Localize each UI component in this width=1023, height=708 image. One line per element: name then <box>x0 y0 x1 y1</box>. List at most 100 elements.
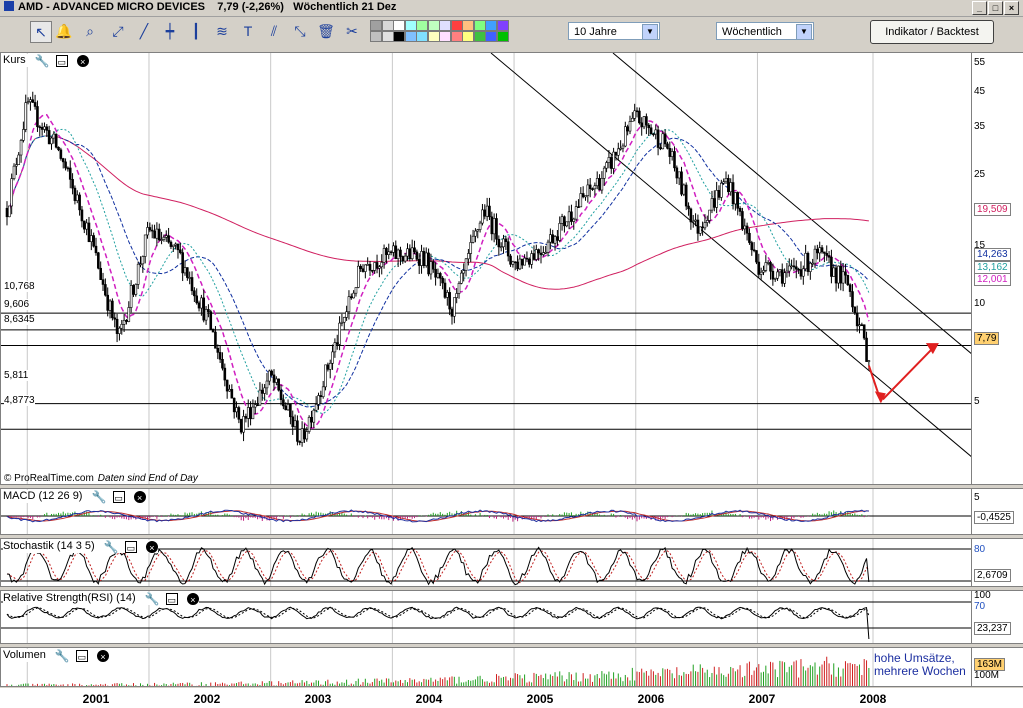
chevron-down-icon[interactable]: ▼ <box>796 24 812 40</box>
color-swatch[interactable] <box>485 31 497 42</box>
candle-body <box>19 140 23 156</box>
candle-body <box>434 268 437 278</box>
y-tick: 45 <box>974 86 986 97</box>
color-swatch[interactable] <box>393 20 405 31</box>
candle-body <box>549 234 552 243</box>
window-icon[interactable]: ▭ <box>165 593 178 605</box>
range-select[interactable]: 10 Jahre ▼ <box>568 22 660 40</box>
color-swatch[interactable] <box>496 20 509 31</box>
color-swatch[interactable] <box>439 31 451 42</box>
macd-panel[interactable]: MACD (12 26 9) 🔧 ▭ × <box>0 488 972 535</box>
candle-body <box>223 367 227 381</box>
color-swatch[interactable] <box>370 31 382 42</box>
candle-body <box>600 178 604 191</box>
wrench-icon[interactable]: 🔧 <box>91 490 107 504</box>
tools-icon[interactable]: ✂ <box>346 23 358 39</box>
color-swatch[interactable] <box>381 20 394 31</box>
rsi-panel[interactable]: Relative Strength(RSI) (14) 🔧 ▭ × <box>0 590 972 644</box>
trash-icon[interactable]: 🗑 <box>317 23 335 39</box>
candle-body <box>802 268 805 277</box>
channel-icon[interactable]: ≋ <box>216 23 228 39</box>
minimize-icon[interactable]: _ <box>972 1 987 15</box>
fibonacci-icon[interactable]: ⫽ <box>270 23 278 39</box>
close-panel-icon[interactable]: × <box>186 593 199 605</box>
color-swatch[interactable] <box>416 31 428 42</box>
maximize-icon[interactable]: □ <box>988 1 1003 15</box>
candle-body <box>469 242 473 254</box>
chevron-down-icon[interactable]: ▼ <box>642 24 658 40</box>
window-icon[interactable]: ▭ <box>55 55 68 67</box>
color-swatch[interactable] <box>381 31 394 42</box>
color-swatch[interactable] <box>462 31 474 42</box>
color-swatch[interactable] <box>404 20 417 31</box>
close-icon[interactable]: × <box>1004 1 1019 15</box>
candle-body <box>345 311 348 318</box>
candle-body <box>80 209 84 222</box>
candle-body <box>424 252 428 266</box>
bell-icon[interactable]: 🔔 <box>55 23 73 39</box>
wrench-icon[interactable]: 🔧 <box>54 649 70 663</box>
candle-body <box>157 228 161 241</box>
close-panel-icon[interactable]: × <box>133 491 146 503</box>
zoom-icon[interactable]: ⌕ <box>86 23 94 39</box>
close-panel-icon[interactable]: × <box>76 55 89 67</box>
wrench-icon[interactable]: 🔧 <box>103 540 119 554</box>
color-swatch[interactable] <box>427 31 440 42</box>
candle-body <box>54 133 58 148</box>
text-icon[interactable]: T <box>243 23 253 39</box>
interval-select[interactable]: Wöchentlich ▼ <box>716 22 814 40</box>
indicator-backtest-button[interactable]: Indikator / Backtest <box>870 20 994 44</box>
color-swatch[interactable] <box>427 20 440 31</box>
color-swatch[interactable] <box>416 20 428 31</box>
trendline-icon[interactable]: ⤢ <box>112 23 124 39</box>
window-icon[interactable]: ▭ <box>75 650 88 662</box>
candle-body <box>530 253 533 265</box>
color-swatch[interactable] <box>393 31 405 42</box>
candle-body <box>5 207 9 218</box>
color-swatch[interactable] <box>496 31 509 42</box>
candle-body <box>57 146 60 151</box>
candle-body <box>492 218 496 235</box>
candle-body <box>22 129 25 141</box>
candle-body <box>673 151 676 169</box>
candle-body <box>605 162 608 169</box>
pointer-icon[interactable]: ↖ <box>30 21 52 43</box>
candle-body <box>820 247 824 253</box>
stochastic-panel[interactable]: Stochastik (14 3 5) 🔧 ▭ × <box>0 538 972 587</box>
regression-icon[interactable]: ⤡ <box>294 23 306 39</box>
vertical-line-icon[interactable]: ┃ <box>191 23 201 39</box>
level-label: 4,8773 <box>4 395 35 406</box>
color-swatch[interactable] <box>485 20 497 31</box>
candle-body <box>628 121 632 132</box>
macd-value: -0,4525 <box>974 511 1014 524</box>
wrench-icon[interactable]: 🔧 <box>34 54 50 68</box>
color-swatch[interactable] <box>404 31 417 42</box>
line-icon[interactable]: ╱ <box>139 23 149 39</box>
wrench-icon[interactable]: 🔧 <box>144 592 160 606</box>
candle-body <box>448 292 451 310</box>
price-chart <box>1 53 971 484</box>
color-swatch[interactable] <box>473 31 486 42</box>
close-panel-icon[interactable]: × <box>97 650 109 662</box>
color-swatch[interactable] <box>462 20 474 31</box>
window-icon[interactable]: ▭ <box>124 541 137 553</box>
close-panel-icon[interactable]: × <box>145 541 158 553</box>
color-swatch[interactable] <box>370 20 382 31</box>
volume-panel[interactable]: Volumen 🔧 ▭ × hohe Umsätze, mehrere Woch… <box>0 647 972 687</box>
color-swatch[interactable] <box>450 31 463 42</box>
color-swatch[interactable] <box>473 20 486 31</box>
window-icon[interactable]: ▭ <box>112 491 125 503</box>
candle-body <box>420 251 423 266</box>
color-swatch[interactable] <box>439 20 451 31</box>
price-panel[interactable]: Kurs 🔧 ▭ × 10,768 9,606 8,6345 5,811 4,8… <box>0 52 972 485</box>
candle-body <box>249 407 252 420</box>
candle-body <box>321 386 325 397</box>
color-swatch[interactable] <box>450 20 463 31</box>
candle-body <box>399 249 402 257</box>
candle-body <box>17 154 21 165</box>
horizontal-line-icon[interactable]: ┿ <box>165 23 175 39</box>
price-axis: 55 45 35 25 15 10 5 19,509 14,263 13,162… <box>972 52 1023 485</box>
price-panel-title: Kurs <box>3 54 26 66</box>
candle-body <box>218 352 222 360</box>
up-arrow <box>882 345 936 401</box>
